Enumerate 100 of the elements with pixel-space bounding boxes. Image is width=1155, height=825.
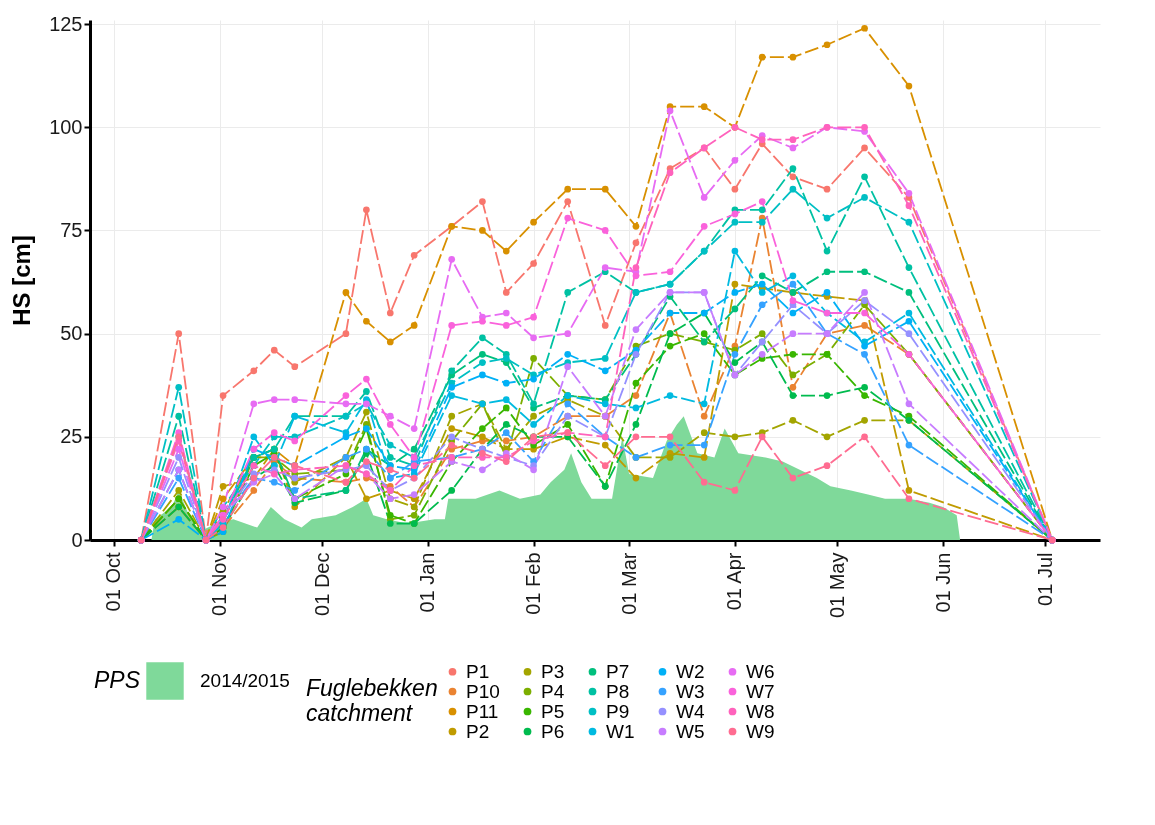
legend-label: W1 [606,720,635,742]
legend-label: W2 [676,660,705,682]
point [731,433,739,441]
point [632,474,640,482]
point [291,437,299,445]
point [250,400,258,408]
point [564,400,572,408]
point [502,379,510,387]
point [502,322,510,329]
point [905,330,913,337]
legend-label: P8 [606,680,630,702]
point [861,173,868,181]
point [700,400,708,408]
legend-label: W7 [746,680,775,702]
legend-label: W8 [746,700,775,722]
point [175,330,183,337]
legend-label: P11 [466,700,499,722]
point [530,412,537,420]
point [731,185,739,193]
point [363,495,370,503]
point [479,433,486,441]
point [479,198,486,205]
point [448,487,456,494]
point [905,289,913,296]
legend-label: P6 [541,720,565,742]
point [789,144,797,152]
point [789,173,797,181]
point [363,408,370,416]
point [789,136,797,144]
point [291,487,299,494]
x-tick-label: 01 Feb [522,552,545,615]
point [758,206,766,214]
point [861,144,868,152]
point [564,363,572,371]
legend-label: W5 [676,720,705,742]
point [861,350,868,358]
point [479,359,486,366]
x-tick-label: 01 Jul [1033,552,1056,606]
point [175,487,183,494]
y-tick-label: 25 [60,425,83,448]
point [530,375,537,383]
point [905,264,913,271]
point [789,330,797,337]
point [789,297,797,304]
point [789,371,797,379]
point [632,433,640,441]
y-axis-title: HS [cm] [8,235,36,326]
y-tick-label: 100 [49,115,83,138]
legend-label: P10 [466,680,500,702]
point [175,383,183,391]
point [823,41,831,49]
y-tick-label: 75 [60,218,83,241]
point [731,247,739,255]
point [758,433,766,441]
point [601,355,609,362]
point [502,437,510,445]
point [479,466,486,474]
point [731,289,739,296]
point [700,330,708,337]
point [666,107,674,115]
point [905,82,913,90]
point [175,454,183,461]
point [758,289,766,296]
point [823,268,831,276]
point [342,289,350,296]
point [666,268,674,276]
point [700,441,708,449]
point [410,251,418,259]
point [601,367,609,375]
point [789,185,797,193]
point [632,272,640,280]
legend-label: W9 [746,720,775,742]
point [758,136,766,144]
legend-label: W4 [676,700,705,722]
point [861,268,868,276]
point [502,421,510,428]
point [250,367,258,375]
point [823,185,831,193]
point [363,317,370,325]
legend-label: P9 [606,700,630,722]
point [666,342,674,350]
point [530,421,537,428]
x-tick-label: 01 Mar [617,552,640,615]
point [789,309,797,317]
point [530,355,537,362]
point [731,350,739,358]
point [905,189,913,197]
point [219,392,227,399]
point [363,458,370,465]
point [861,194,868,201]
point [632,264,640,271]
point [905,441,913,449]
legend-label: P5 [541,700,565,722]
point [601,264,609,271]
point [564,198,572,205]
point [448,425,456,432]
point [479,227,486,234]
point [479,449,486,457]
point [564,289,572,296]
point [601,462,609,470]
